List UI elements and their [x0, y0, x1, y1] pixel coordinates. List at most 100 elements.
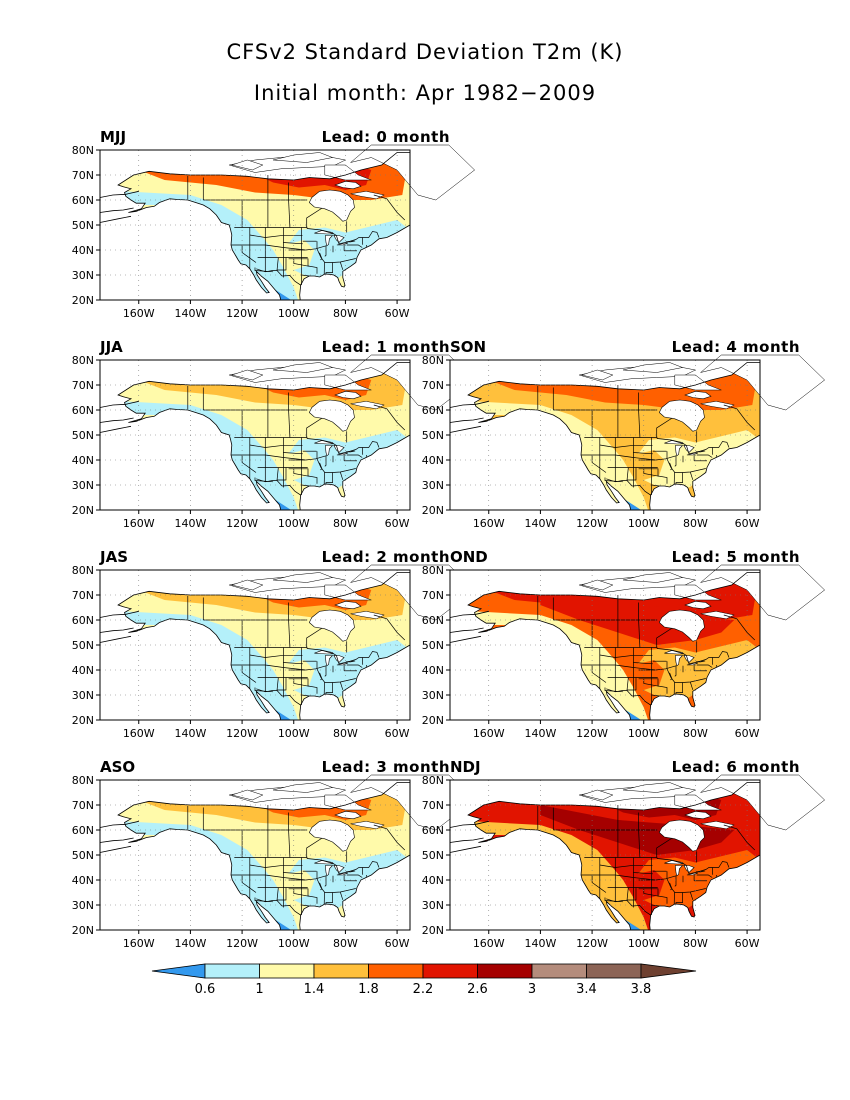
map-plot: 80N 70N 60N 50N 40N 30N 20N 160W 140W 120W 100W 80W…	[422, 354, 825, 530]
y-tick-label: 40N	[72, 664, 94, 677]
border-line	[276, 467, 279, 481]
great-lake	[683, 864, 695, 873]
border-line	[319, 672, 323, 681]
colorbar-swatch	[368, 963, 424, 979]
y-tick-label: 30N	[422, 479, 444, 492]
aleutian-coast	[99, 610, 139, 618]
coastline	[117, 152, 411, 301]
x-tick-label: 140W	[524, 517, 556, 530]
shade-plains	[633, 660, 665, 690]
border-line	[651, 694, 660, 697]
border-line	[656, 436, 730, 455]
hudson-bay	[658, 819, 705, 852]
coastline	[467, 362, 761, 511]
y-tick-label: 50N	[422, 429, 444, 442]
border-line	[276, 677, 287, 691]
y-tick-label: 80N	[72, 774, 94, 787]
great-lake	[686, 662, 699, 666]
border-line	[254, 477, 274, 483]
map-panel-aso: ASO Lead: 3 month 80N 70N 60N 50N 40N 30N 20N 160…	[72, 758, 475, 958]
border-line	[319, 882, 323, 891]
border-line	[324, 665, 327, 677]
border-line	[241, 245, 257, 263]
island	[700, 564, 825, 621]
x-tick-label: 120W	[226, 937, 258, 950]
shade-plains	[283, 240, 315, 270]
border-line	[325, 482, 333, 485]
x-tick-label: 160W	[123, 517, 155, 530]
shade-plains	[633, 450, 665, 480]
x-tick-label: 60W	[385, 307, 410, 320]
great-lake	[683, 444, 695, 453]
y-tick-label: 60N	[72, 194, 94, 207]
border-line	[306, 417, 323, 438]
aleutian-coast	[99, 417, 134, 423]
y-tick-label: 40N	[72, 874, 94, 887]
aleutian-coast	[99, 837, 134, 843]
x-tick-label: 100W	[628, 937, 660, 950]
colorbar-label: 0.6	[195, 982, 216, 997]
aleutian-coast	[99, 845, 132, 853]
border-line	[339, 681, 344, 690]
x-tick-label: 80W	[683, 937, 708, 950]
panel-season-label: NDJ	[450, 758, 481, 776]
y-tick-label: 80N	[72, 354, 94, 367]
x-tick-label: 140W	[174, 517, 206, 530]
great-lake	[336, 662, 349, 666]
y-tick-label: 50N	[422, 639, 444, 652]
y-tick-label: 80N	[422, 774, 444, 787]
map-plot: 80N 70N 60N 50N 40N 30N 20N 160W 140W 120W 100W 80W…	[422, 564, 825, 740]
border-line	[373, 404, 406, 431]
border-line	[283, 452, 303, 455]
border-line	[723, 614, 756, 641]
colorbar-swatch	[531, 963, 587, 979]
aleutian-coast	[99, 635, 132, 643]
y-tick-label: 60N	[422, 824, 444, 837]
x-tick-label: 120W	[576, 517, 608, 530]
panel-lead-label: Lead: 3 month	[321, 758, 450, 776]
border-line	[666, 661, 706, 683]
y-tick-label: 40N	[422, 454, 444, 467]
border-line	[276, 677, 279, 691]
border-line	[373, 614, 406, 641]
aleutian-coast	[449, 837, 484, 843]
x-tick-label: 160W	[473, 517, 505, 530]
island	[350, 354, 475, 411]
border-line	[669, 672, 673, 681]
coastline	[117, 362, 411, 511]
map-panel-son: SON Lead: 4 month 80N 70N 60N 50N 40N 30N 20N 160…	[422, 338, 825, 538]
y-tick-label: 70N	[422, 799, 444, 812]
colorbar-label: 2.6	[467, 982, 488, 997]
hudson-bay	[308, 819, 355, 852]
colorbar-swatch	[422, 963, 478, 979]
border-line	[288, 678, 310, 687]
border-line	[626, 467, 629, 481]
panel-lead-label: Lead: 5 month	[671, 548, 800, 566]
y-tick-label: 60N	[422, 614, 444, 627]
island	[273, 572, 334, 583]
great-lake	[333, 654, 345, 663]
x-tick-label: 160W	[473, 727, 505, 740]
y-tick-label: 40N	[422, 874, 444, 887]
border-line	[669, 462, 673, 471]
border-line	[581, 454, 677, 461]
border-line	[324, 245, 327, 257]
border-line	[241, 455, 257, 473]
y-tick-label: 20N	[72, 504, 94, 517]
colorbar-label: 3.8	[631, 982, 652, 997]
border-line	[591, 665, 607, 683]
border-line	[675, 482, 683, 485]
y-tick-label: 50N	[72, 219, 94, 232]
border-line	[604, 477, 624, 483]
border-line	[346, 874, 363, 878]
foxe-basin	[684, 600, 712, 610]
border-line	[306, 627, 323, 648]
great-lake	[686, 872, 699, 876]
x-tick-label: 100W	[278, 937, 310, 950]
chart-subtitle: Initial month: Apr 1982−2009	[253, 81, 597, 105]
map-panel-mjj: MJJ Lead: 0 month 80N 70N 60N 50N 40N 30N 20N 160…	[72, 128, 475, 328]
border-line	[666, 451, 706, 473]
aleutian-coast	[449, 845, 482, 853]
aleutian-coast	[99, 215, 132, 223]
y-tick-label: 30N	[72, 269, 94, 282]
